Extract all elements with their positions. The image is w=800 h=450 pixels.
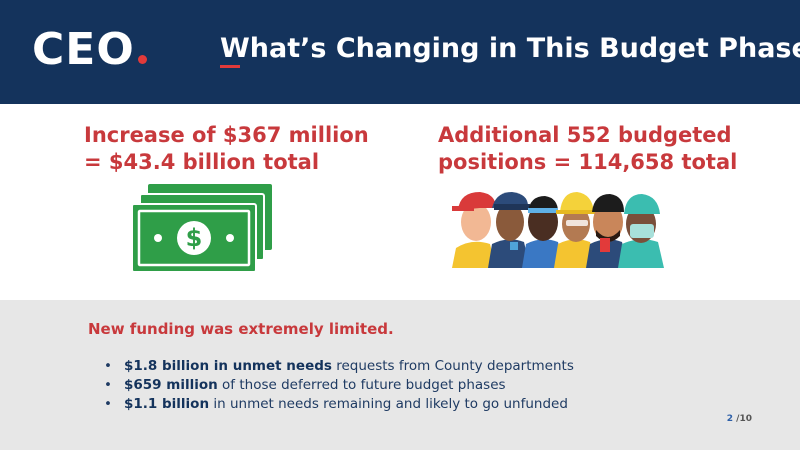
page-total: /10 (733, 414, 752, 424)
budget-increase-line-2: = $43.4 billion total (84, 150, 320, 174)
bullet-1-text: requests from County departments (331, 358, 574, 374)
bullet-1-bold: $1.8 billion in unmet needs (124, 358, 332, 374)
page-number: 2 /10 (727, 414, 752, 424)
workers-group-icon (452, 192, 664, 268)
funding-heading: New funding was extremely limited. (88, 320, 394, 338)
bullet-deferred: $659 million of those deferred to future… (104, 376, 574, 395)
bullet-2-text: of those deferred to future budget phase… (217, 377, 506, 393)
logo-dot (137, 55, 147, 64)
slide-title: What’s Changing in This Budget Phase (220, 33, 800, 64)
positions-line-2: positions = 114,658 total (438, 150, 738, 174)
bullet-2-bold: $659 million (124, 377, 218, 393)
bullet-unfunded: $1.1 billion in unmet needs remaining an… (104, 395, 574, 414)
page-current: 2 (726, 414, 734, 424)
positions-stat: Additional 552 budgeted positions = 114,… (438, 122, 758, 176)
logo-text: CEO (32, 24, 135, 75)
title-underline-accent (220, 65, 240, 68)
budget-increase-stat: Increase of $367 million = $43.4 billion… (84, 122, 384, 176)
bullet-unmet-needs: $1.8 billion in unmet needs requests fro… (104, 357, 574, 376)
positions-line-1: Additional 552 budgeted (438, 123, 732, 147)
svg-text:$: $ (186, 224, 203, 252)
bullet-3-text: in unmet needs remaining and likely to g… (209, 396, 568, 412)
ceo-logo: CEO (32, 22, 147, 78)
funding-bullet-list: $1.8 billion in unmet needs requests fro… (104, 357, 574, 414)
bullet-3-bold: $1.1 billion (124, 396, 210, 412)
money-bills-icon: $ (131, 184, 272, 273)
header-bar: CEO What’s Changing in This Budget Phase (0, 0, 800, 104)
budget-increase-line-1: Increase of $367 million (84, 123, 369, 147)
